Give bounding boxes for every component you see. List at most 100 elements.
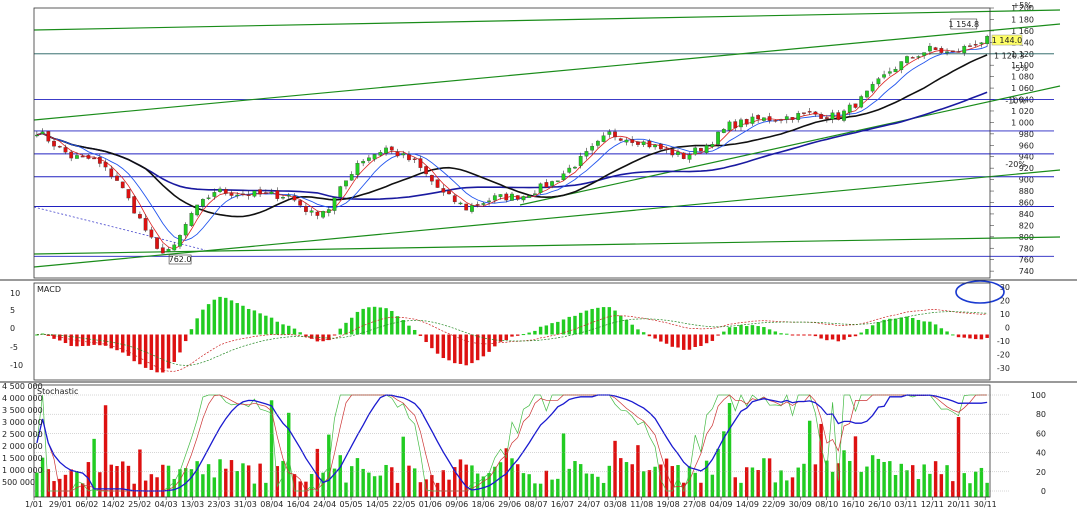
volume-bar	[704, 460, 709, 497]
macd-histogram-bar	[727, 327, 732, 335]
volume-tick-label: 3 000 000	[2, 418, 43, 427]
macd-histogram-bar	[315, 334, 320, 342]
candle-body	[573, 166, 577, 169]
macd-histogram-bar	[252, 310, 257, 335]
price-tick-label: 1 080	[1011, 73, 1034, 82]
x-tick-label: 08/07	[525, 500, 548, 509]
volume-bar	[687, 465, 692, 497]
volume-bar	[533, 483, 537, 497]
macd-histogram-bar	[767, 329, 772, 335]
stochastic-k-line	[36, 394, 988, 492]
candle-body	[561, 173, 566, 181]
volume-bar	[338, 455, 342, 497]
volume-bar	[92, 438, 96, 497]
candle-body	[120, 181, 125, 189]
volume-bar	[859, 471, 863, 497]
candle-body	[149, 229, 154, 238]
volume-bar	[401, 436, 405, 497]
macd-histogram-bar	[607, 307, 612, 335]
price-tick-label: 1 120	[1011, 50, 1034, 59]
candle-body	[258, 189, 262, 195]
moving-average-long	[36, 91, 988, 200]
macd-histogram-bar	[138, 334, 142, 365]
volume-bar	[63, 474, 68, 497]
x-tick-label: 29/06	[498, 500, 521, 509]
x-tick-label: 18/06	[472, 500, 495, 509]
x-tick-label: 23/03	[207, 500, 230, 509]
candle-body	[229, 193, 234, 196]
macd-right-tick: -30	[997, 364, 1010, 373]
price-tick-label: 780	[1019, 244, 1034, 253]
candle-body	[584, 151, 589, 157]
candle-body	[412, 158, 417, 160]
price-tick-label: 820	[1019, 221, 1034, 230]
volume-bar	[46, 469, 51, 497]
macd-histogram-bar	[430, 334, 434, 349]
candle-body	[973, 44, 978, 46]
volume-bar	[659, 464, 663, 497]
candle-body	[567, 167, 572, 173]
macd-histogram-bar	[550, 323, 554, 335]
candle-body	[779, 119, 783, 121]
x-tick-label: 06/02	[75, 500, 98, 509]
macd-histogram-bar	[75, 334, 79, 347]
macd-histogram-bar	[287, 325, 291, 335]
volume-bar	[550, 479, 554, 497]
volume-bar	[979, 467, 984, 497]
x-tick-label: 13/03	[181, 500, 204, 509]
macd-histogram-bar	[710, 334, 715, 341]
macd-histogram-bar	[338, 328, 342, 335]
high-label-box	[950, 18, 978, 30]
panel-border	[33, 282, 991, 381]
candle-body	[842, 110, 846, 121]
volume-bar	[521, 473, 526, 497]
candle-body	[762, 117, 766, 121]
price-tick-label: 1 160	[1011, 27, 1034, 36]
volume-bar	[430, 475, 434, 497]
price-tick-label: 1 000	[1011, 118, 1034, 127]
pct-label: -20%	[1005, 160, 1026, 169]
macd-histogram-bar	[493, 334, 497, 347]
volume-bar	[911, 465, 915, 497]
candle-body	[859, 96, 864, 108]
candle-body	[916, 56, 921, 58]
volume-bar	[584, 473, 589, 497]
macd-histogram-bar	[624, 319, 629, 335]
candle-body	[464, 203, 469, 211]
macd-histogram-bar	[155, 334, 159, 373]
x-axis: 1/01 29/01 06/02 14/02 25/02 04/03 13/03 23/03 3…	[25, 497, 997, 509]
macd-histogram-bar	[968, 334, 972, 339]
volume-bar	[464, 464, 468, 497]
candle-body	[802, 112, 806, 114]
candle-body	[744, 118, 749, 125]
macd-histogram-bar	[235, 303, 239, 335]
x-tick-label: 24/04	[313, 500, 336, 509]
candle-body	[452, 195, 457, 203]
candle-body	[630, 139, 635, 143]
trend-line	[33, 9, 1061, 31]
candle-body	[968, 45, 972, 47]
candle-body	[115, 175, 119, 181]
candle-body	[418, 158, 423, 168]
macd-histogram-bar	[653, 334, 657, 339]
candle-body	[515, 195, 520, 200]
volume-tick-label: 4 500 000	[2, 382, 43, 391]
volume-bar	[407, 465, 411, 497]
macd-histogram-bar	[664, 334, 669, 344]
candle-body	[286, 194, 291, 197]
candle-body	[246, 194, 251, 196]
candle-body	[281, 197, 285, 199]
macd-histogram-bar	[298, 332, 302, 335]
candle-body	[836, 112, 841, 120]
candle-body	[475, 204, 480, 206]
candle-body	[80, 155, 85, 158]
macd-histogram-bar	[395, 316, 400, 335]
macd-histogram-bar	[98, 334, 102, 346]
macd-histogram-bar	[172, 334, 176, 362]
candle-body	[235, 194, 240, 197]
macd-histogram-bar	[939, 328, 944, 335]
candle-body	[481, 203, 486, 205]
candle-body	[716, 131, 720, 145]
volume-bar	[52, 481, 56, 497]
macd-histogram-bar	[870, 325, 875, 335]
